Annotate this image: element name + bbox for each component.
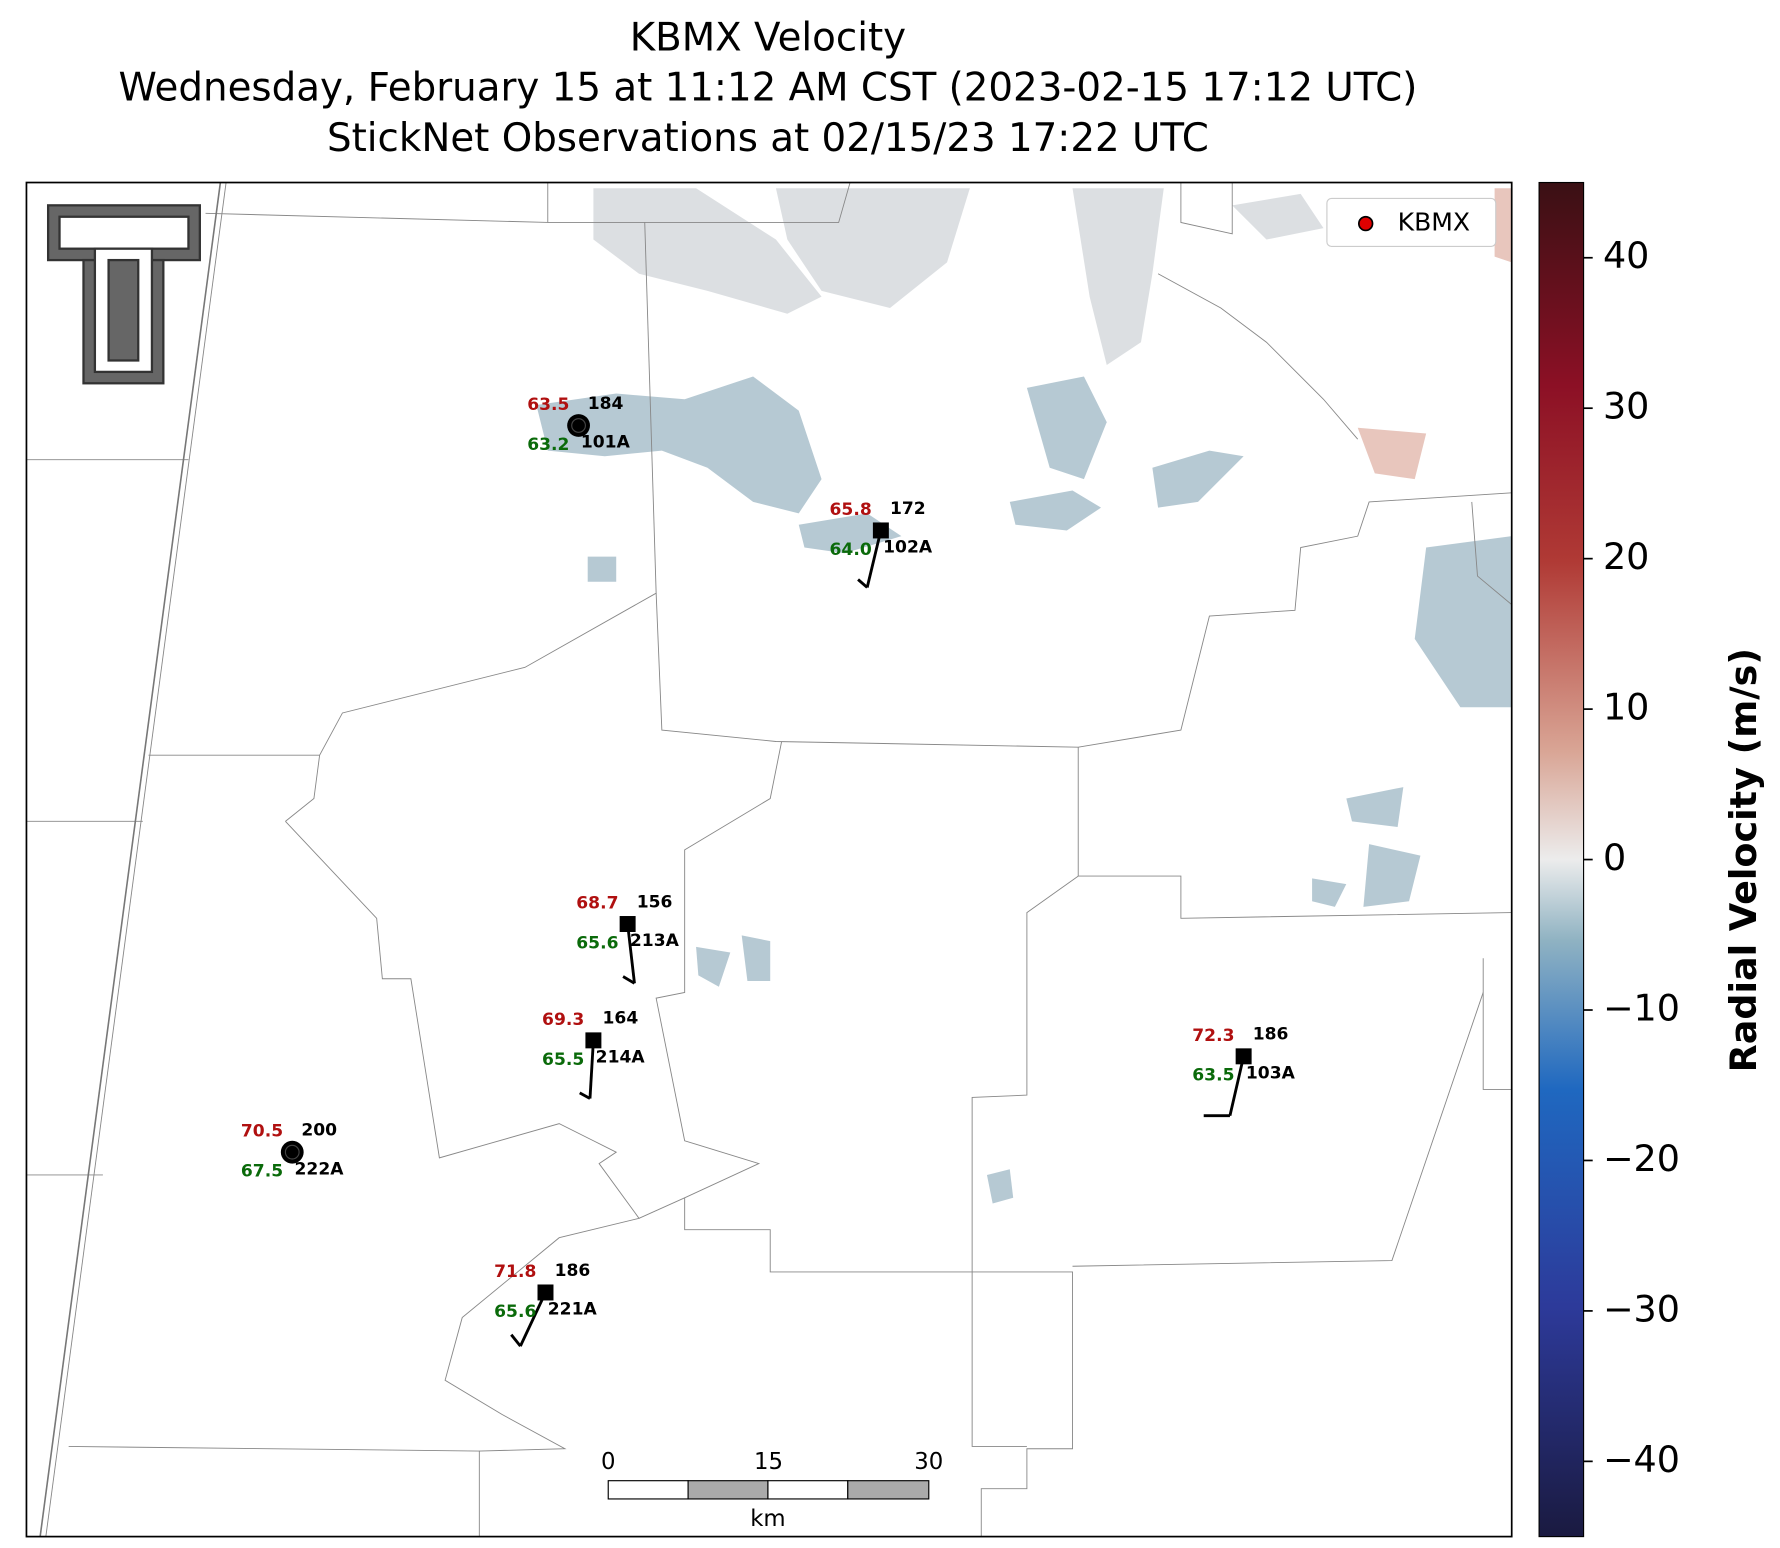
temperature: 68.7	[576, 893, 618, 913]
scale-segment	[607, 1480, 689, 1500]
dewpoint: 65.5	[542, 1050, 584, 1070]
colorbar	[1538, 181, 1585, 1538]
scale-segment	[847, 1480, 930, 1500]
station-marker	[872, 522, 889, 539]
legend-box	[1326, 197, 1497, 247]
station-marker	[619, 916, 636, 932]
wind-barb	[626, 923, 636, 984]
scale-tick-label: 15	[754, 1449, 783, 1475]
station-id: 102A	[883, 538, 933, 558]
colorbar-tick-label: −40	[1603, 1438, 1680, 1481]
pressure: 156	[637, 892, 673, 912]
station-id: 221A	[548, 1300, 598, 1320]
pressure: 186	[1253, 1025, 1289, 1045]
subtitle: Wednesday, February 15 at 11:12 AM CST (…	[119, 66, 1418, 111]
colorbar-tick-label: 30	[1603, 385, 1649, 428]
station-marker	[537, 1284, 554, 1301]
scale-tick-label: 30	[914, 1449, 943, 1475]
colorbar-tick-label: 20	[1603, 535, 1649, 578]
dewpoint: 65.6	[576, 933, 618, 953]
pressure: 164	[603, 1009, 639, 1029]
colorbar-label: Radial Velocity (m/s)	[1722, 648, 1765, 1072]
temperature: 65.8	[830, 500, 872, 520]
dewpoint: 65.6	[494, 1302, 536, 1322]
station-plot: 72.3 186 63.5 103A	[1192, 1025, 1296, 1118]
station-id: 214A	[596, 1047, 646, 1067]
colorbar-ticks: 40 30 20 10 0 −10 −20 −30 −40	[1583, 234, 1680, 1481]
legend: KBMX	[1326, 197, 1497, 247]
legend-marker	[1357, 215, 1374, 232]
map-area: 63.5 184 63.2 101A 65.8 172 64.0 102A 68.7 156 65.…	[26, 182, 1512, 1537]
colorbar-tick-label: 0	[1603, 836, 1626, 879]
station-plot: 70.5 200 67.5 222A	[241, 1120, 344, 1181]
university-logo	[46, 204, 201, 385]
colorbar-tick-label: 10	[1603, 686, 1649, 729]
pressure: 186	[555, 1261, 591, 1281]
pressure: 172	[890, 499, 926, 519]
station-marker	[280, 1140, 304, 1164]
colorbar-tick-label: −10	[1603, 987, 1680, 1030]
map-frame	[25, 181, 1513, 1538]
scale-bar: km 0 15 30	[601, 1449, 943, 1532]
wind-barb	[588, 1040, 595, 1099]
wind-barb	[865, 530, 883, 588]
colorbar-tick-label: −30	[1603, 1287, 1680, 1330]
station-plot: 63.5 184 63.2 101A	[527, 394, 630, 455]
dewpoint: 67.5	[241, 1162, 283, 1182]
station-id: 101A	[581, 433, 631, 453]
station-marker	[567, 414, 590, 437]
wind-barb-flag	[622, 975, 636, 985]
wind-barb-flag	[579, 1091, 591, 1100]
temperature: 63.5	[527, 395, 569, 415]
dewpoint: 64.0	[830, 540, 872, 560]
station-plot: 69.3 164 65.5 214A	[542, 1009, 646, 1100]
colorbar-tick-label: 40	[1603, 234, 1649, 277]
station-plot: 71.8 186 65.6 221A	[494, 1261, 598, 1347]
station-id: 222A	[295, 1159, 345, 1179]
wind-barb-flag	[857, 578, 869, 589]
temperature: 69.3	[542, 1010, 584, 1030]
station-marker	[1235, 1048, 1252, 1065]
station-id: 103A	[1246, 1063, 1296, 1083]
title: KBMX Velocity	[630, 15, 906, 60]
station-id: 213A	[630, 931, 680, 951]
scale-tick-label: 0	[601, 1449, 616, 1475]
colorbar-tick-label: −20	[1603, 1137, 1680, 1180]
scale-segment	[687, 1480, 769, 1500]
wind-barb	[1228, 1056, 1246, 1116]
calm-ring	[571, 418, 586, 433]
station-plot: 65.8 172 64.0 102A	[830, 499, 933, 589]
scale-segment	[767, 1480, 849, 1500]
temperature: 71.8	[494, 1262, 536, 1282]
wind-barb-flag	[510, 1333, 522, 1347]
temperature: 72.3	[1192, 1026, 1234, 1046]
station-plot: 68.7 156 65.6 213A	[576, 892, 680, 985]
pressure: 184	[588, 394, 624, 414]
station-marker	[585, 1032, 602, 1049]
pressure: 200	[301, 1120, 337, 1140]
radar-echoes	[536, 188, 1512, 1204]
dewpoint: 63.5	[1192, 1066, 1234, 1086]
dewpoint: 63.2	[527, 435, 569, 455]
calm-ring	[284, 1144, 300, 1160]
stations: 63.5 184 63.2 101A 65.8 172 64.0 102A 68.7 156 65.…	[241, 394, 1296, 1347]
wind-barb	[519, 1291, 547, 1347]
legend-label: KBMX	[1398, 208, 1470, 237]
county-boundaries	[26, 182, 1512, 1537]
temperature: 70.5	[241, 1122, 283, 1142]
subtitle: StickNet Observations at 02/15/23 17:22 …	[327, 116, 1209, 161]
scale-unit: km	[750, 1506, 785, 1532]
